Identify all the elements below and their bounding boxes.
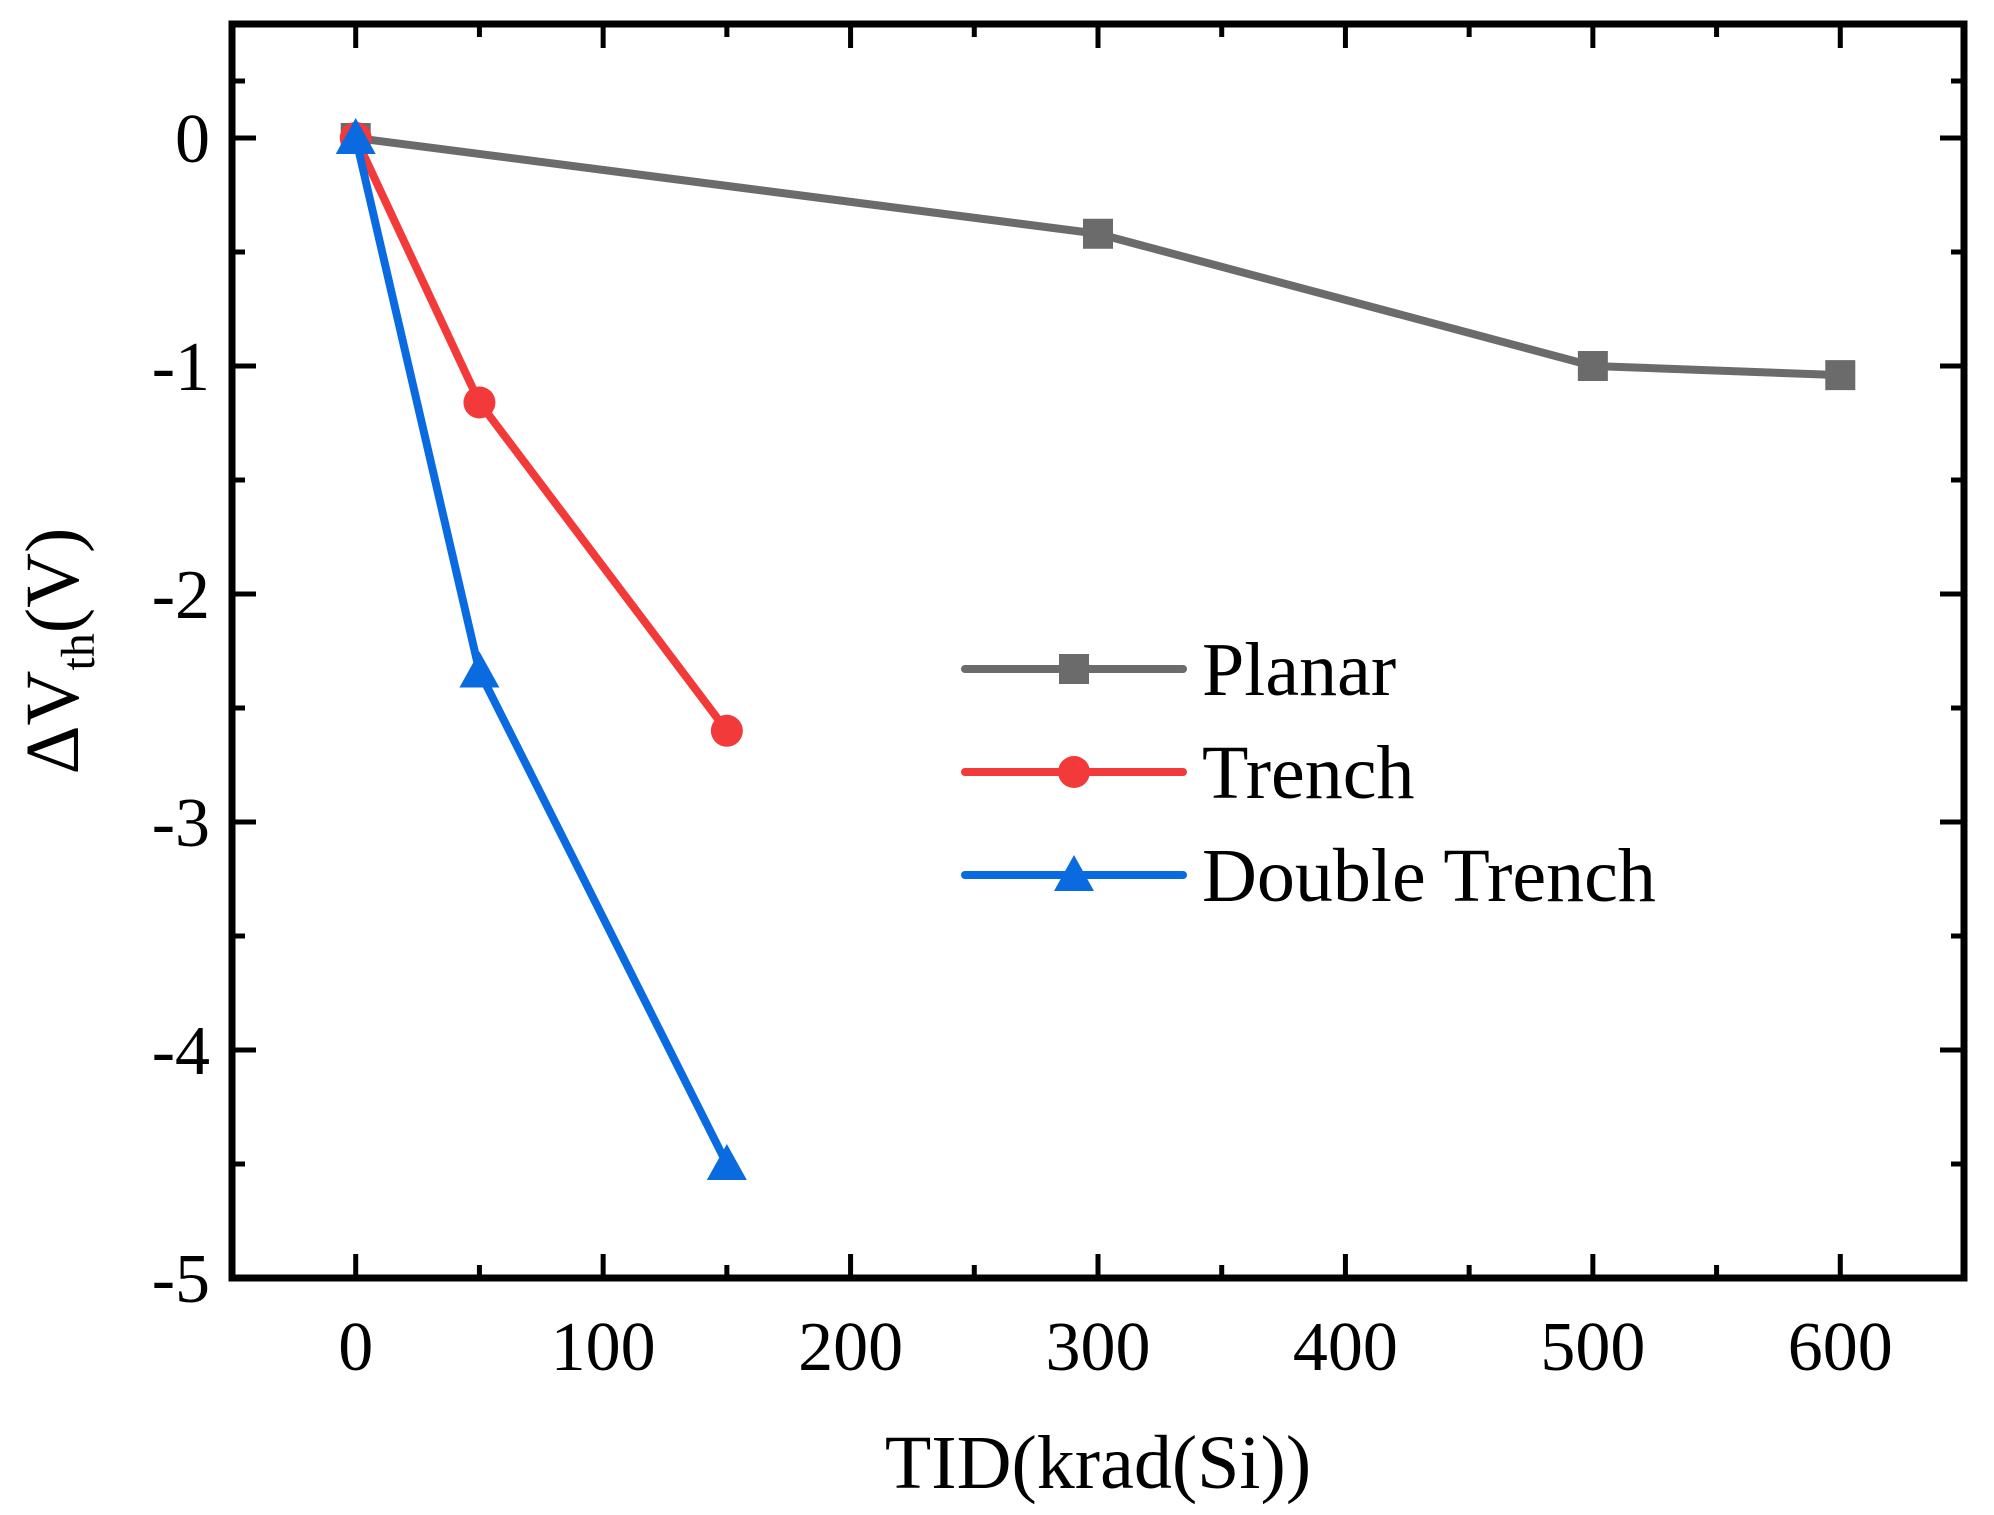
data-point-marker [335,118,376,154]
legend-marker [1059,654,1089,684]
data-point-marker [459,651,500,688]
y-axis-title-subscript: th [52,633,105,670]
legend-item: Trench [961,731,1415,815]
x-tick-label: 100 [551,1309,656,1386]
legend-label: Double Trench [1202,834,1656,918]
axis-ticks [232,24,1964,1281]
legend-label: Trench [1202,731,1415,815]
series-line [351,134,1845,380]
x-tick-label: 200 [798,1309,903,1386]
x-axis-title: TID(krad(Si)) [885,1421,1311,1505]
data-point-marker [1577,351,1608,381]
y-tick-label: -5 [152,1241,210,1318]
legend-item: Planar [961,628,1396,712]
data-point-marker [710,714,743,747]
series-double-trench [335,118,747,1180]
data-point-marker [1825,360,1856,391]
y-tick-label: 0 [175,101,210,178]
x-tick-label: 300 [1046,1309,1151,1386]
x-tick-label: 500 [1540,1309,1645,1386]
series-trench [339,122,743,747]
y-tick-label: -3 [152,785,210,862]
legend-marker [1058,756,1090,788]
x-tick-label: 600 [1788,1309,1893,1386]
y-axis-title: ΔVth(V) [11,528,105,775]
data-point-marker [1083,218,1113,249]
tick-labels: 0 100 200 300 400 500 600 0 -1 -2 -3 -4 -5 [152,101,1893,1386]
y-tick-label: -1 [152,329,210,406]
y-axis-title-prefix: ΔV [11,670,95,774]
data-point-marker [706,1144,747,1180]
y-axis-title-suffix: (V) [11,528,95,634]
data-point-marker [463,386,496,419]
y-tick-label: -2 [152,557,210,634]
plot-frame [228,20,1968,1282]
legend-label: Planar [1202,628,1396,712]
legend-item: Double Trench [961,834,1656,918]
legend: Planar Trench Double Trench [961,628,1656,918]
x-tick-label: 400 [1293,1309,1398,1386]
y-tick-label: -4 [152,1013,210,1090]
legend-marker [1054,855,1094,891]
series-planar [340,123,1856,391]
series-line [351,134,731,735]
x-tick-label: 0 [338,1309,373,1386]
plot-series [335,118,1856,1180]
